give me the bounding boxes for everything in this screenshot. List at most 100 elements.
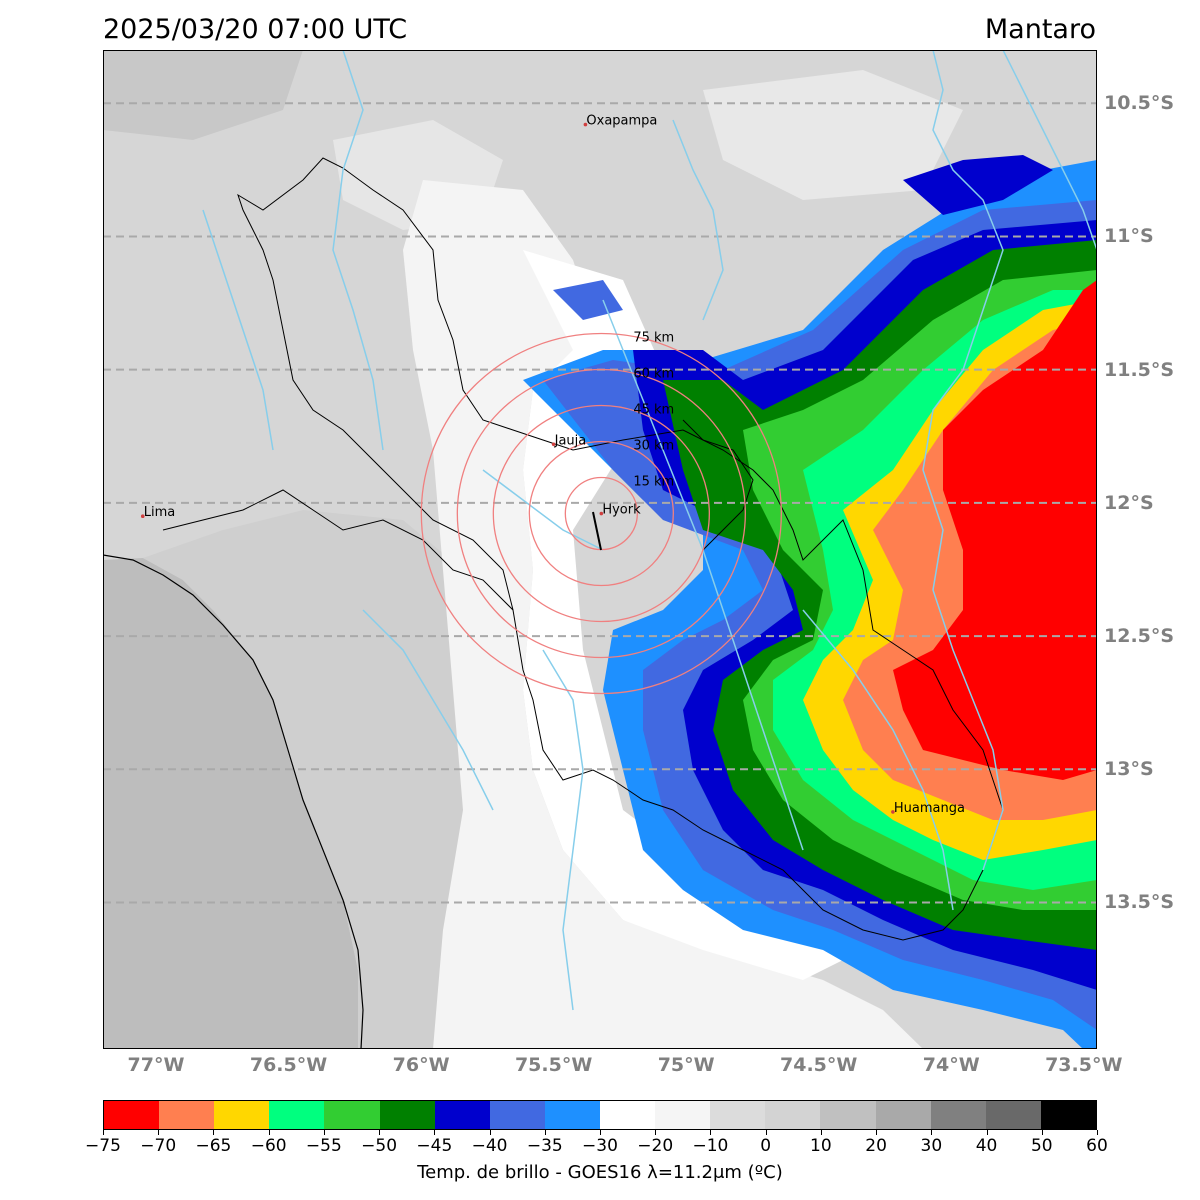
colorbar-bin xyxy=(544,1101,600,1129)
lon-tick-label: 74°W xyxy=(922,1054,980,1076)
lon-tick-label: 73.5°W xyxy=(1045,1054,1123,1076)
city-marker xyxy=(583,122,588,127)
colorbar-bin xyxy=(269,1101,325,1129)
colorbar-tick-mark xyxy=(489,1130,491,1135)
radar-ring-label: 30 km xyxy=(633,439,674,454)
colorbar-tick-mark xyxy=(268,1130,270,1135)
lon-tick-label: 76.5°W xyxy=(249,1054,328,1076)
colorbar-tick-mark xyxy=(655,1130,657,1135)
colorbar-tick-mark xyxy=(710,1130,712,1135)
colorbar-bin xyxy=(765,1101,821,1129)
city-markers: Oxapampa Jauja Hyork Lima Huamanga xyxy=(140,114,965,816)
radar-ring xyxy=(456,368,746,659)
colorbar xyxy=(103,1100,1097,1130)
colorbar-tick-mark xyxy=(103,1130,104,1135)
colorbar-tick-mark xyxy=(931,1130,933,1135)
colorbar-tick-label: 60 xyxy=(1086,1136,1108,1156)
colorbar-bin xyxy=(930,1101,986,1129)
colorbar-tick-label: 10 xyxy=(810,1136,832,1156)
lat-tick-label: 12°S xyxy=(1104,491,1154,514)
colorbar-tick-mark xyxy=(1097,1130,1098,1135)
city-label: Lima xyxy=(144,505,175,520)
colorbar-tick-mark xyxy=(379,1130,381,1135)
cloud-region-light xyxy=(403,180,923,1049)
radar-ring-label: 45 km xyxy=(633,403,674,418)
radar-ring xyxy=(420,332,782,695)
colorbar-tick-label: −10 xyxy=(692,1136,729,1156)
radar-beam-line xyxy=(592,511,602,551)
lat-tick-label: 10.5°S xyxy=(1104,92,1175,115)
colorbar-bin xyxy=(214,1101,270,1129)
basin-boundary xyxy=(237,157,1004,941)
colorbar-tick-label: 30 xyxy=(920,1136,943,1156)
lat-tick-label: 11.5°S xyxy=(1104,358,1175,381)
colorbar-tick-label: −60 xyxy=(250,1136,287,1156)
lon-tick-label: 74.5°W xyxy=(780,1054,858,1076)
colorbar-tick-mark xyxy=(765,1130,767,1135)
colorbar-tick-mark xyxy=(544,1130,546,1135)
lon-tick-label: 77°W xyxy=(127,1054,185,1076)
colorbar-tick-mark xyxy=(1041,1130,1043,1135)
colorbar-bin xyxy=(104,1101,160,1129)
colorbar-bin xyxy=(489,1101,545,1129)
city-marker xyxy=(599,511,604,516)
colorbar-tick-label: −40 xyxy=(471,1136,508,1156)
cloud-tops-minus75 xyxy=(893,280,1097,780)
colorbar-tick-mark xyxy=(986,1130,988,1135)
colorbar-tick-label: −30 xyxy=(582,1136,618,1156)
colorbar-tick-mark xyxy=(323,1130,325,1135)
colorbar-bin xyxy=(159,1101,215,1129)
colorbar-bin xyxy=(655,1101,711,1129)
city-marker xyxy=(891,810,895,814)
coastline xyxy=(103,554,364,1049)
colorbar-bin xyxy=(710,1101,766,1129)
cloud-cluster-ne xyxy=(903,155,1053,215)
colorbar-tick-label: 40 xyxy=(975,1136,998,1156)
colorbar-tick-label: −50 xyxy=(361,1136,398,1156)
city-marker xyxy=(551,442,556,447)
colorbar-bin xyxy=(985,1101,1041,1129)
colorbar-tick-label: −20 xyxy=(637,1136,674,1156)
terrain-patch xyxy=(103,50,303,140)
city-label: Oxapampa xyxy=(586,114,657,129)
colorbar-bin xyxy=(379,1101,435,1129)
radar-ring xyxy=(528,440,674,587)
lat-tick-label: 11°S xyxy=(1104,225,1154,248)
colorbar-tick-label: −45 xyxy=(416,1136,453,1156)
city-label: Jauja xyxy=(554,433,587,448)
lat-tick-label: 13.5°S xyxy=(1104,891,1175,914)
colorbar-tick-label: 0 xyxy=(760,1136,772,1156)
colorbar-tick-mark xyxy=(876,1130,878,1135)
colorbar-bin xyxy=(875,1101,931,1129)
radar-ring-label: 60 km xyxy=(633,367,674,382)
department-boundary xyxy=(682,419,754,551)
lon-tick-label: 76°W xyxy=(392,1054,450,1076)
radar-ring xyxy=(492,404,710,623)
colorbar-tick-mark xyxy=(434,1130,436,1135)
colorbar-bin xyxy=(1040,1101,1096,1129)
map-border xyxy=(103,50,1097,1049)
lon-tick-label: 75.5°W xyxy=(514,1054,593,1076)
colorbar-tick-mark xyxy=(820,1130,822,1135)
colorbar-tick-mark xyxy=(213,1130,215,1135)
colorbar-tick-label: −65 xyxy=(195,1136,232,1156)
ocean-area xyxy=(103,558,358,1049)
colorbar-tick-mark xyxy=(158,1130,160,1135)
colorbar-bin xyxy=(324,1101,380,1129)
map-title-region: Mantaro xyxy=(984,14,1096,45)
city-marker xyxy=(140,514,145,518)
cloud-cluster-small xyxy=(553,280,623,320)
radar-ring-label: 75 km xyxy=(633,331,674,346)
lon-tick-label: 75°W xyxy=(657,1054,715,1076)
lat-tick-label: 13°S xyxy=(1104,758,1154,781)
lat-tick-label: 12.5°S xyxy=(1104,625,1175,648)
city-label: Hyork xyxy=(602,503,641,518)
rivers xyxy=(202,50,1097,1011)
department-boundary xyxy=(162,489,514,611)
colorbar-tick-label: 20 xyxy=(865,1136,887,1156)
colorbar-bin xyxy=(434,1101,490,1129)
map-title-datetime: 2025/03/20 07:00 UTC xyxy=(103,14,408,45)
colorbar-label: Temp. de brillo - GOES16 λ=11.2μm (ºC) xyxy=(417,1162,783,1183)
